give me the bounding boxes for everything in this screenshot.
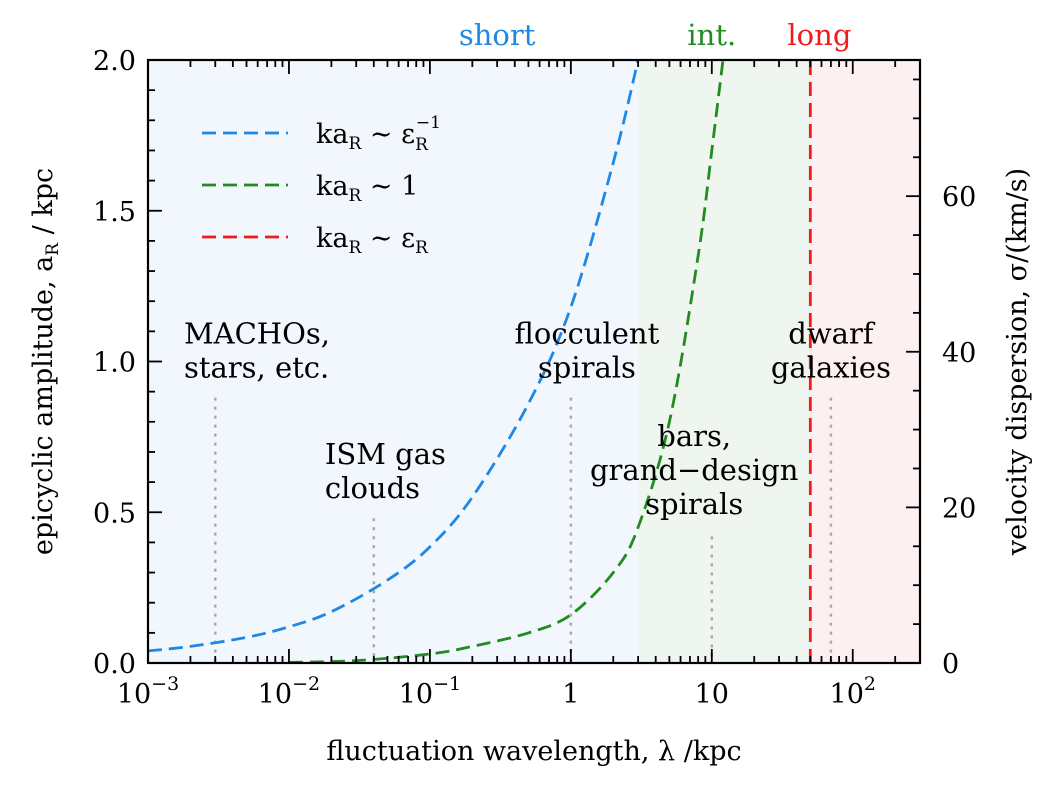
- y-axis-label-sub: R: [43, 242, 63, 256]
- region-long: [810, 60, 920, 663]
- series-line-1: [288, 59, 725, 664]
- series-lines: [147, 59, 812, 664]
- x-axis-label: fluctuation wavelength, λ /kpc: [326, 736, 741, 767]
- object-markers: [214, 397, 833, 663]
- x-tick-label-4: 10: [695, 679, 729, 710]
- region-short: [148, 60, 639, 663]
- regime-label-int: int.: [687, 18, 736, 52]
- x-tick-label-3: 1: [562, 679, 579, 710]
- y2-tick-label-0: 0: [942, 649, 959, 680]
- annotation-3: bars, grand−design spirals: [590, 419, 798, 521]
- x-tick-label-5: 102: [830, 673, 876, 710]
- region-int: [638, 60, 811, 663]
- legend-label-1: kaR ∼ 1: [316, 171, 418, 206]
- y2-axis-label: velocity dispersion, σ/(km/s): [1002, 168, 1033, 556]
- tick-labels: 10−3 10−2 10−1 1 10 102 0.0 0.5 1.0 1.5 2.0 0 20 40 60: [93, 46, 976, 710]
- y-axis-label-main: epicyclic amplitude, a: [28, 256, 59, 555]
- legend-label-0: kaR ∼ εR−1: [316, 113, 441, 155]
- x-tick-label-1: 10−2: [258, 673, 320, 710]
- y-tick-label-3: 1.5: [93, 197, 136, 228]
- y2-tick-label-3: 60: [942, 182, 976, 213]
- y-axis-label-tail: / kpc: [28, 168, 59, 243]
- annotation-0: MACHOs, stars, etc.: [184, 316, 330, 384]
- y-tick-label-0: 0.0: [93, 649, 136, 680]
- x-tick-label-0: 10−3: [117, 673, 179, 710]
- annotation-2: flocculent spirals: [515, 316, 660, 384]
- y-tick-label-2: 1.0: [93, 348, 136, 379]
- regime-labels: short int. long: [459, 18, 852, 52]
- annotation-1: ISM gas clouds: [325, 437, 446, 505]
- regime-label-long: long: [787, 18, 851, 52]
- y2-tick-label-2: 40: [942, 338, 976, 369]
- regime-label-short: short: [459, 18, 536, 52]
- annotation-4: dwarf galaxies: [771, 316, 891, 384]
- legend: kaR ∼ εR−1 kaR ∼ 1 kaR ∼ εR: [202, 113, 441, 258]
- regime-regions: [148, 60, 920, 663]
- x-tick-label-2: 10−1: [399, 673, 461, 710]
- annotations: MACHOs, stars, etc. ISM gas clouds flocculen…: [184, 316, 891, 521]
- y-tick-label-1: 0.5: [93, 498, 136, 529]
- y2-tick-label-1: 20: [942, 493, 976, 524]
- axis-ticks: [147, 59, 921, 664]
- series-line-0: [147, 59, 640, 653]
- y-axis-label: epicyclic amplitude, aR / kpc: [28, 168, 63, 555]
- y-tick-label-4: 2.0: [93, 46, 136, 77]
- legend-label-2: kaR ∼ εR: [316, 223, 429, 258]
